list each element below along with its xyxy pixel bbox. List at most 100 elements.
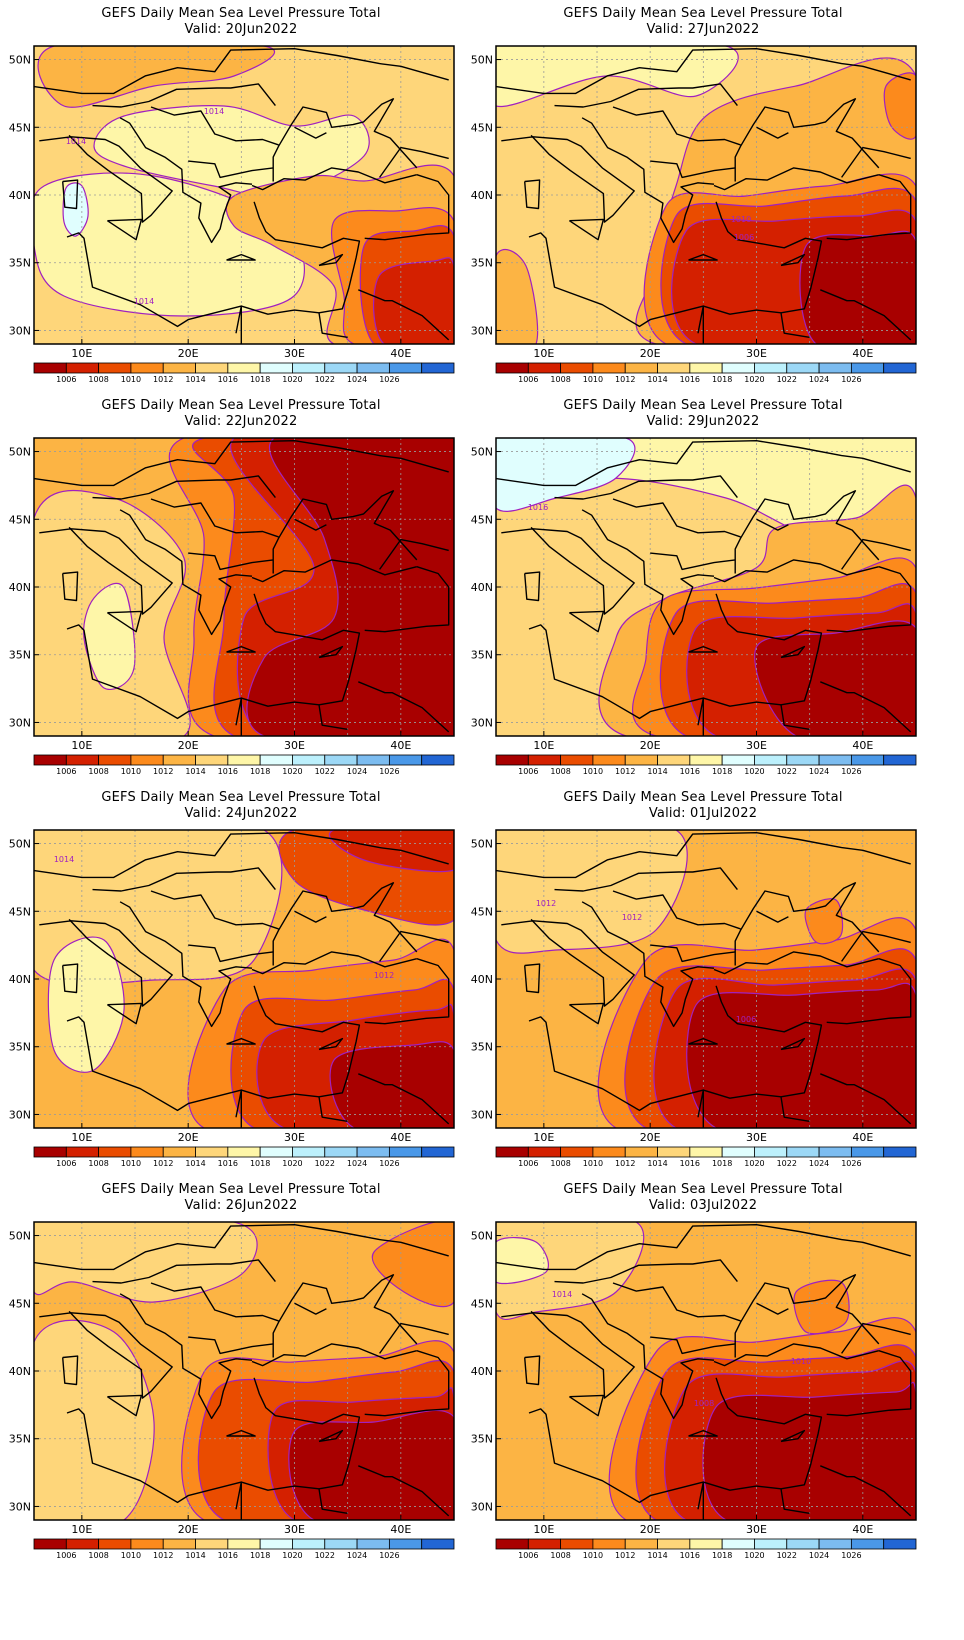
coastline [688,645,718,653]
coastline [569,218,605,241]
colorbar-swatch [292,754,326,766]
colorbar-swatch [421,362,455,374]
coastline [496,440,911,487]
contour-label: 1012 [536,899,556,908]
colorbar-label: 1016 [218,1159,238,1168]
contour-label: 1016 [528,503,548,512]
panel-valid-date: Valid: 26Jun2022 [184,1198,298,1213]
colorbar-swatch [689,754,723,766]
colorbar-swatch [883,754,917,766]
colorbar-label: 1020 [744,375,764,384]
contour-label: 1008 [694,1399,714,1408]
colorbar-swatch [388,1146,423,1158]
colorbar-label: 1010 [121,1551,141,1560]
colorbar-label: 1012 [153,767,173,776]
colorbar-label: 1012 [153,1159,173,1168]
colorbar-swatch [195,362,229,374]
contour-label: 1014 [66,137,86,146]
colorbar-swatch [388,1538,423,1550]
colorbar-swatch [324,362,358,374]
colorbar-label: 1008 [88,1159,108,1168]
colorbar-label: 1010 [121,375,141,384]
coastline [188,552,274,571]
pressure-region [496,248,539,344]
panel-title: GEFS Daily Mean Sea Level Pressure Total… [0,398,482,430]
colorbar-swatch [98,1146,132,1158]
y-tick-label: 30N [9,1108,31,1121]
colorbar-label: 1012 [615,375,635,384]
pressure-region [793,1279,850,1335]
colorbar-swatch [592,754,626,766]
coastline [756,1302,789,1315]
colorbar-swatch [721,1146,755,1158]
colorbar-label: 1018 [712,1551,732,1560]
coastline [66,985,361,1112]
colorbar-label: 1026 [841,1159,861,1168]
map-panel: GEFS Daily Mean Sea Level Pressure Total… [0,392,482,802]
coastline [379,146,449,178]
coastline [496,1224,911,1271]
pressure-region [34,830,283,986]
coastline [713,1343,879,1367]
coastline [226,1429,256,1437]
x-tick-label: 20E [640,1131,661,1144]
colorbar-label: 1012 [615,1159,635,1168]
colorbar-swatch [33,1538,67,1550]
x-tick-label: 40E [852,739,873,752]
colorbar-swatch [259,754,293,766]
colorbar-swatch [421,1538,455,1550]
contour-label: 1010 [791,1357,811,1366]
colorbar-swatch [754,1146,788,1158]
colorbar-swatch [421,754,455,766]
coastline [650,160,736,179]
coastline [119,117,253,244]
contour-label: 1014 [204,107,224,116]
colorbar-swatch [818,754,852,766]
coastline [780,645,806,659]
coastline [226,253,256,261]
y-tick-label: 40N [471,581,493,594]
coastline [820,681,912,733]
colorbar-swatch [624,754,658,766]
coastline [62,571,79,602]
colorbar-label: 1006 [56,767,76,776]
panel-title-text: GEFS Daily Mean Sea Level Pressure Total [101,6,381,21]
colorbar-swatch [850,754,885,766]
coastline [820,1073,912,1125]
colorbar-label: 1014 [647,1159,667,1168]
coastline [39,918,173,1007]
colorbar-swatch [98,1538,132,1550]
x-tick-label: 20E [640,1523,661,1536]
graticule [34,830,454,1128]
x-tick-label: 40E [390,1523,411,1536]
panel-title-text: GEFS Daily Mean Sea Level Pressure Total [101,398,381,413]
coastline [650,944,736,963]
colorbar-label: 1016 [680,375,700,384]
colorbar-label: 1016 [218,1551,238,1560]
y-tick-label: 45N [471,1297,493,1310]
x-tick-label: 40E [852,347,873,360]
coastline [496,832,911,879]
coastlines [34,440,450,736]
coastline [188,944,274,963]
coastline [841,1322,911,1354]
y-tick-label: 50N [9,838,31,851]
coastline [235,1089,242,1128]
colorbar-label: 1006 [518,1551,538,1560]
x-tick-label: 30E [746,347,767,360]
colorbar-swatch [689,362,723,374]
colorbar-label: 1006 [56,375,76,384]
coastlines [496,832,912,1128]
colorbar-swatch [624,362,658,374]
coastline [119,509,253,636]
coastline [501,134,635,223]
coastline [272,882,418,966]
coastline [235,1481,242,1520]
panel-title: GEFS Daily Mean Sea Level Pressure Total… [462,1182,944,1214]
x-tick-label: 20E [178,1523,199,1536]
coastline [528,201,823,328]
coastline [501,526,635,615]
panel-title-text: GEFS Daily Mean Sea Level Pressure Total [563,1182,843,1197]
